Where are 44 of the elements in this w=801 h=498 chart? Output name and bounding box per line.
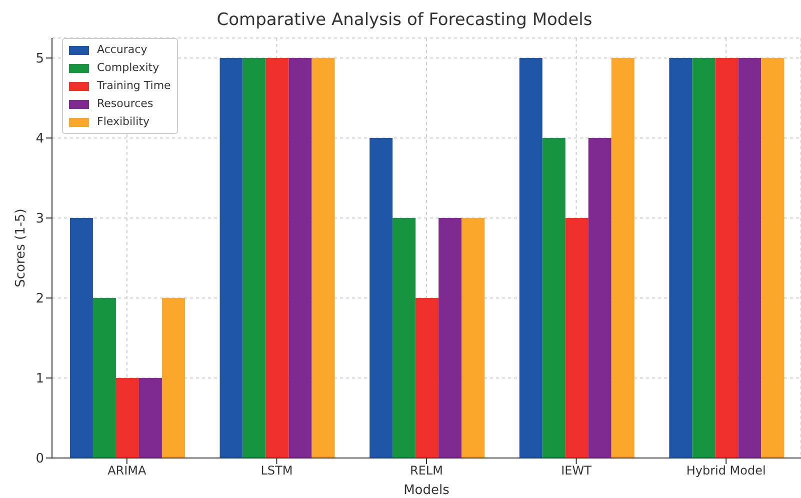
bar	[715, 58, 738, 458]
bar	[370, 138, 393, 458]
chart-title: Comparative Analysis of Forecasting Models	[216, 9, 594, 32]
bar	[220, 58, 243, 458]
bar	[92, 298, 116, 458]
x-tick-label: ARIMA	[108, 464, 148, 478]
bar	[611, 58, 634, 458]
y-tick-label: 2	[36, 292, 44, 307]
bar	[738, 58, 762, 458]
y-tick-label: 5	[36, 52, 44, 67]
bar	[416, 298, 439, 458]
x-tick-label: IEWT	[561, 464, 592, 478]
bar	[438, 218, 462, 458]
legend-label: Accuracy	[97, 43, 148, 57]
bar	[312, 58, 335, 458]
bar	[242, 58, 266, 458]
bar	[266, 58, 289, 458]
bar	[692, 58, 716, 458]
y-tick-label: 1	[36, 372, 44, 387]
bar	[462, 218, 485, 458]
legend-label: Training Time	[97, 79, 171, 93]
y-tick-label: 3	[36, 212, 44, 227]
bar	[138, 378, 162, 458]
y-tick-label: 4	[36, 132, 44, 147]
bar	[542, 138, 566, 458]
bar	[70, 218, 93, 458]
bar	[116, 378, 139, 458]
bar	[565, 218, 588, 458]
legend-label: Complexity	[97, 61, 160, 75]
bar	[588, 138, 612, 458]
bar	[761, 58, 784, 458]
bar	[669, 58, 692, 458]
x-tick-label: RELM	[410, 464, 443, 478]
x-tick-label: LSTM	[260, 464, 293, 478]
bar	[288, 58, 312, 458]
bar	[519, 58, 542, 458]
legend-label: Flexibility	[97, 115, 150, 129]
bar	[162, 298, 185, 458]
x-axis-title: Models	[404, 483, 450, 498]
y-axis-title: Scores (1-5)	[14, 208, 29, 288]
x-tick-label: Hybrid Model	[686, 464, 766, 478]
y-tick-label: 0	[36, 452, 44, 467]
legend-label: Resources	[97, 97, 154, 111]
bar	[392, 218, 416, 458]
